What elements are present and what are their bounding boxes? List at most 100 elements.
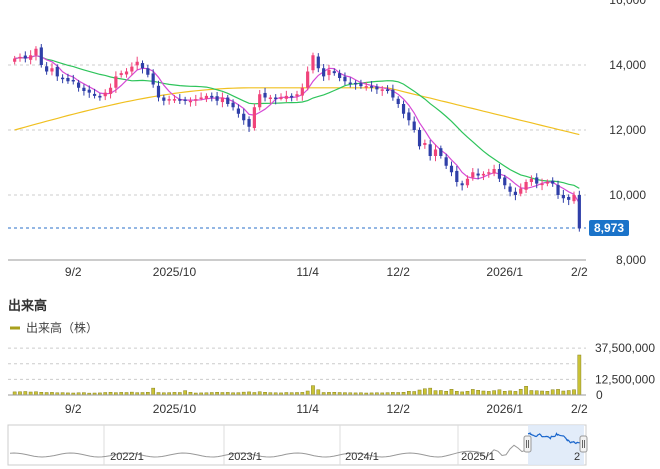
candle xyxy=(66,73,70,84)
volume-bar xyxy=(423,388,427,396)
volume-x-tick-label: 2025/10 xyxy=(153,402,197,416)
candle xyxy=(428,140,432,161)
candle xyxy=(497,163,502,182)
volume-bar xyxy=(508,390,512,396)
price-y-tick-label: 14,000 xyxy=(609,58,646,72)
candle xyxy=(162,94,166,106)
candle xyxy=(119,70,123,78)
candle xyxy=(455,165,459,187)
candle xyxy=(519,183,523,197)
price-x-tick-label: 2026/1 xyxy=(486,265,523,279)
candle xyxy=(71,74,75,85)
candle xyxy=(375,83,379,94)
candle xyxy=(295,90,299,101)
volume-legend[interactable]: 出来高（株） xyxy=(10,320,98,335)
candle xyxy=(210,92,214,102)
volume-bar xyxy=(566,390,571,396)
candle xyxy=(481,171,486,181)
volume-bar xyxy=(311,385,315,396)
candle xyxy=(50,63,54,76)
candle xyxy=(146,64,150,78)
volume-bar-series xyxy=(12,354,582,396)
volume-bar xyxy=(433,390,438,396)
candle xyxy=(306,66,310,91)
candle xyxy=(535,173,539,189)
candle xyxy=(401,100,406,119)
candle xyxy=(172,94,177,104)
candle xyxy=(423,139,427,149)
range-navigator[interactable]: 2022/1 2023/1 2024/1 2025/1 2 xyxy=(7,424,588,466)
price-x-tick-label: 9/2 xyxy=(65,265,82,279)
candle xyxy=(359,79,363,89)
candle xyxy=(55,64,59,81)
volume-y-tick-label: 37,500,000 xyxy=(595,341,655,355)
volume-bar xyxy=(449,389,454,396)
candle xyxy=(151,69,155,88)
volume-bar xyxy=(428,387,433,396)
candle xyxy=(29,50,33,65)
price-y-tick-label: 8,000 xyxy=(616,253,646,267)
navigator-label: 2024/1 xyxy=(345,451,379,463)
candle xyxy=(551,177,555,187)
candle xyxy=(236,104,240,118)
candle xyxy=(503,174,507,190)
candle xyxy=(385,85,390,94)
candle xyxy=(231,99,235,111)
candle xyxy=(471,168,475,181)
candle xyxy=(284,90,288,103)
candle xyxy=(268,94,272,104)
candle xyxy=(545,179,549,187)
candle xyxy=(540,178,544,191)
candle xyxy=(311,52,315,74)
price-gridlines xyxy=(8,64,586,196)
moving-average-lines xyxy=(14,54,580,204)
candle xyxy=(444,153,448,169)
volume-y-tick-label: 12,500,000 xyxy=(595,372,655,386)
candle xyxy=(242,108,246,125)
navigator-label: 2 xyxy=(574,451,580,463)
candle xyxy=(529,175,533,186)
volume-bar xyxy=(23,391,28,396)
volume-panel: 出来高 出来高（株） 9/2 2025/10 11/4 12/2 2026/1 2/2 3… xyxy=(8,298,655,416)
volume-bar xyxy=(412,391,417,396)
volume-bar xyxy=(534,390,539,396)
candle xyxy=(124,68,129,78)
navigator-labels: 2022/1 2023/1 2024/1 2025/1 2 xyxy=(110,451,580,463)
candle xyxy=(183,96,187,105)
candle xyxy=(524,179,528,194)
candle xyxy=(354,80,358,90)
candle xyxy=(92,88,97,99)
volume-bar xyxy=(556,389,560,396)
candle xyxy=(258,90,262,111)
volume-legend-label: 出来高（株） xyxy=(26,320,98,335)
candle xyxy=(396,96,400,108)
candle xyxy=(417,127,422,150)
candle xyxy=(300,83,304,101)
volume-x-tick-label: 9/2 xyxy=(65,402,82,416)
price-y-ticks: 16,000 14,000 12,000 10,000 8,000 xyxy=(609,0,646,267)
navigator-left-handle[interactable] xyxy=(523,435,532,453)
volume-x-tick-label: 2026/1 xyxy=(486,402,523,416)
candle xyxy=(364,81,368,91)
candle xyxy=(82,84,86,96)
volume-bar xyxy=(572,389,576,396)
candle xyxy=(34,46,38,61)
candle xyxy=(76,79,81,92)
candle xyxy=(263,87,267,102)
candle xyxy=(433,144,438,162)
candle xyxy=(476,168,480,180)
volume-bar xyxy=(502,391,507,396)
navigator-right-handle[interactable] xyxy=(579,435,588,453)
navigator-label: 2025/1 xyxy=(461,451,495,463)
navigator-selected-range[interactable] xyxy=(528,425,584,465)
navigator-history-line xyxy=(9,444,527,458)
volume-bar xyxy=(545,391,550,396)
volume-bar xyxy=(486,391,491,396)
candle xyxy=(178,94,182,104)
candle xyxy=(332,68,336,76)
candle xyxy=(290,93,294,102)
ma-long-line xyxy=(14,87,580,136)
candle xyxy=(39,44,43,68)
volume-y-tick-label: 0 xyxy=(596,388,603,402)
candle xyxy=(338,69,342,82)
